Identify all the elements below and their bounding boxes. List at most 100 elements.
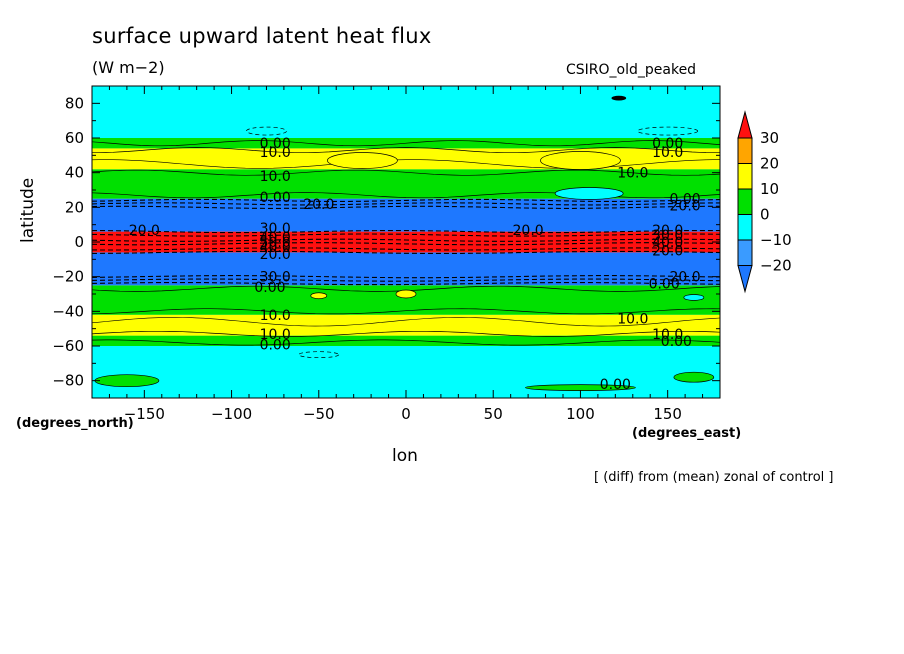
contour-label: 10.0 [260, 145, 291, 161]
x-tick-label: −150 [124, 405, 165, 423]
diff-note: [ (diff) from (mean) zonal of control ] [594, 470, 834, 485]
contour-label: 0.00 [260, 136, 291, 152]
colorbar-label: 0 [760, 206, 770, 224]
contour-label: 0.00 [652, 136, 683, 152]
contour-label: 20.0 [670, 270, 701, 286]
contour-blob [540, 151, 621, 170]
y-tick-label: −20 [52, 268, 84, 286]
contour-label: 10.0 [652, 145, 683, 161]
colorbar-label: 30 [760, 129, 779, 147]
y-tick-label: −60 [52, 337, 84, 355]
contour-band [92, 335, 720, 346]
contour-label: 10.0 [260, 327, 291, 343]
colorbar-label: 10 [760, 180, 779, 198]
colorbar-arrow-bottom [737, 265, 753, 294]
contour-line [91, 339, 721, 346]
contour-blob [637, 126, 699, 136]
contour-line [91, 233, 721, 237]
contour-line [92, 250, 721, 254]
contour-blob [327, 152, 398, 169]
contour-label: 20.0 [652, 223, 683, 239]
contour-label: 10.0 [260, 308, 291, 324]
contour-blob [298, 351, 340, 359]
x-tick-label: −50 [303, 405, 335, 423]
contour-line [91, 308, 721, 315]
filled-contour-bands [92, 86, 720, 398]
contour-line [91, 140, 721, 147]
colorbar-label: −20 [760, 257, 792, 275]
contour-band [92, 231, 720, 253]
contour-label: 50.0 [260, 235, 291, 251]
contour-label: 20.0 [260, 247, 291, 263]
contour-band [92, 86, 720, 138]
contour-blob [395, 289, 417, 299]
x-tick-label: 50 [484, 405, 503, 423]
contour-label: 20.0 [129, 223, 160, 239]
y-tick-label: 40 [65, 164, 84, 182]
contour-label: 20.0 [513, 223, 544, 239]
contour-line [91, 247, 721, 251]
y-axis-label: latitude [18, 177, 38, 243]
contour-line [91, 159, 720, 169]
contour-label: 10.0 [652, 327, 683, 343]
x-tick-label: 100 [566, 405, 595, 423]
model-label: CSIRO_old_peaked [566, 62, 697, 78]
contour-blob [246, 126, 287, 136]
contour-line [91, 202, 720, 206]
contour-line [91, 317, 721, 327]
contour-label: 20.0 [652, 244, 683, 260]
y-tick-label: 20 [65, 198, 84, 216]
colorbar-swatch [737, 188, 753, 215]
contour-blob [94, 374, 160, 388]
contour-line [92, 147, 720, 154]
contour-label: 0.00 [254, 280, 285, 296]
units-label: (W m−2) [92, 58, 165, 77]
contour-label: 30.0 [652, 228, 683, 244]
contour-blob [310, 292, 328, 300]
contour-line [91, 205, 720, 209]
colorbar-swatch [737, 163, 753, 190]
contour-line [91, 330, 721, 337]
x-axis-label: lon [392, 446, 418, 466]
contour-label: 0.00 [661, 334, 692, 350]
contour-label: 10.0 [260, 169, 291, 185]
x-tick-label: −100 [211, 405, 252, 423]
contour-line [91, 275, 721, 279]
axis-layer: −150 −100 −50 0 50 100 150 80 60 40 20 0 −20 −40 −60 −8… [52, 86, 721, 423]
contour-label: 0.00 [670, 192, 701, 208]
contour-line [91, 169, 721, 176]
contour-label: 20.0 [303, 197, 334, 213]
x-axis-units: (degrees_east) [632, 426, 742, 441]
contour-label: 30.0 [260, 270, 291, 286]
y-axis-units: (degrees_north) [16, 416, 134, 431]
colorbar-swatch [737, 214, 753, 241]
x-tick-label: 0 [401, 405, 411, 423]
contour-label: 40.0 [260, 240, 291, 256]
contour-blob [673, 371, 715, 383]
colorbar: 30 20 10 0 −10 −20 [737, 110, 792, 294]
contour-line [92, 230, 720, 234]
y-tick-label: −80 [52, 372, 84, 390]
contour-line [91, 198, 721, 202]
colorbar-swatch [737, 239, 753, 266]
contour-label: 10.0 [617, 311, 648, 327]
x-tick-label: 150 [653, 405, 682, 423]
contour-line [91, 238, 721, 242]
contour-line [91, 242, 721, 246]
contour-label: 20.0 [670, 199, 701, 215]
y-tick-label: 60 [65, 129, 84, 147]
contour-label: 0.00 [260, 190, 291, 206]
contour-band [92, 252, 720, 286]
contour-label: 0.00 [260, 337, 291, 353]
contour-band [92, 314, 720, 336]
contour-label: 0.00 [649, 277, 680, 293]
colorbar-swatch [737, 137, 753, 164]
y-tick-label: 0 [74, 233, 84, 251]
contour-line [91, 278, 721, 282]
colorbar-label: 20 [760, 155, 779, 173]
contour-label: 40.0 [652, 235, 683, 251]
contour-blob [611, 95, 627, 101]
contour-blob [554, 187, 624, 200]
contour-label: 0.00 [600, 377, 631, 393]
